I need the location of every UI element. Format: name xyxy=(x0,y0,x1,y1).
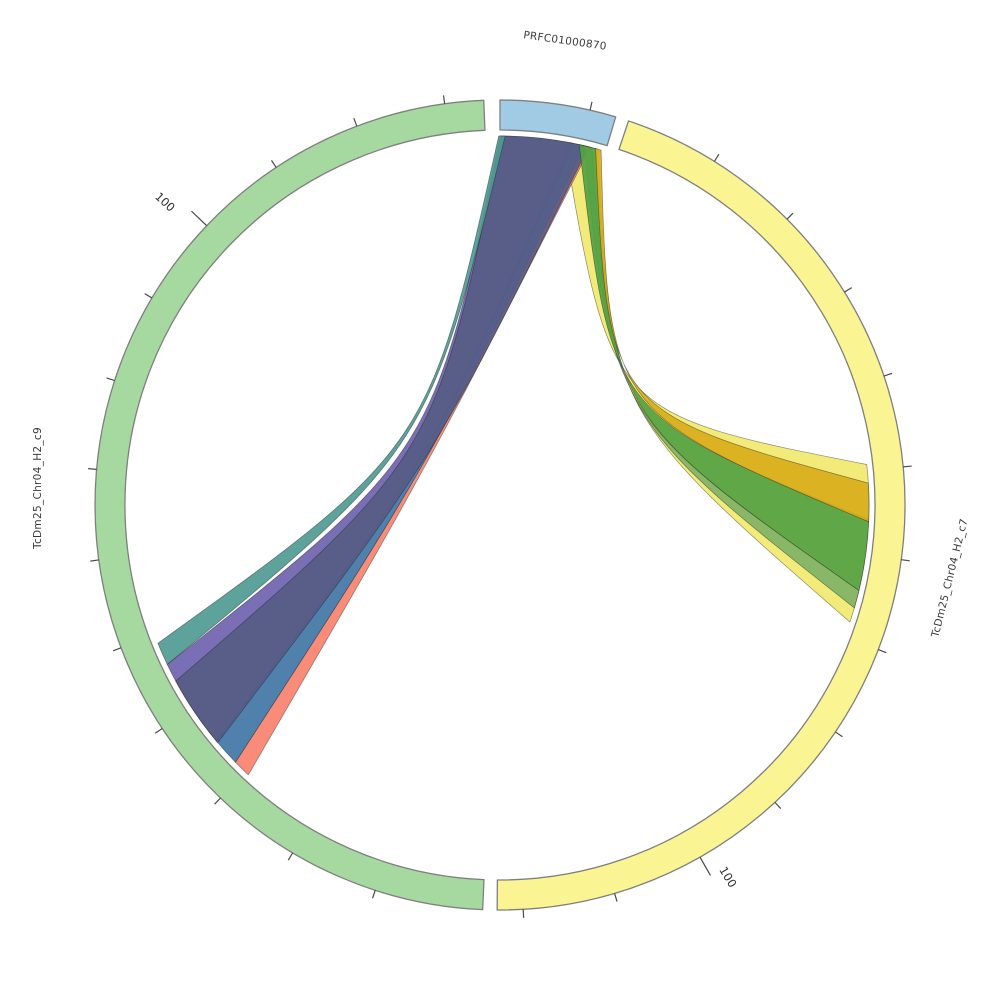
tick-TcDm25_Chr04_H2_c9 xyxy=(88,468,97,470)
segment-arc-TcDm25_Chr04_H2_c7 xyxy=(496,120,906,911)
tick-TcDm25_Chr04_H2_c9 xyxy=(353,117,358,127)
tick-TcDm25_Chr04_H2_c7 xyxy=(878,649,887,654)
major-tick-TcDm25_Chr04_H2_c9 xyxy=(191,210,208,227)
tick-label-TcDm25_Chr04_H2_c9: 100 xyxy=(152,189,178,214)
ribbon-teal xyxy=(157,135,506,665)
tick-TcDm25_Chr04_H2_c7 xyxy=(883,372,893,377)
tick-TcDm25_Chr04_H2_c9 xyxy=(112,647,122,652)
tick-TcDm25_Chr04_H2_c7 xyxy=(844,287,853,293)
ribbon-goldenrod xyxy=(595,148,870,523)
segment-label-TcDm25_Chr04_H2_c7: TcDm25_Chr04_H2_c7 xyxy=(929,517,970,639)
tick-TcDm25_Chr04_H2_c9 xyxy=(154,728,163,734)
ribbon-slate xyxy=(175,135,590,744)
tick-TcDm25_Chr04_H2_c9 xyxy=(287,852,294,861)
tick-TcDm25_Chr04_H2_c9 xyxy=(144,293,153,299)
tick-TcDm25_Chr04_H2_c7 xyxy=(786,212,794,220)
segment-label-PRFC01000870: PRFC01000870 xyxy=(523,29,608,53)
tick-TcDm25_Chr04_H2_c9 xyxy=(214,797,221,805)
tick-TcDm25_Chr04_H2_c9 xyxy=(90,559,99,562)
major-tick-TcDm25_Chr04_H2_c7 xyxy=(699,856,711,876)
segment-label-TcDm25_Chr04_H2_c9: TcDm25_Chr04_H2_c9 xyxy=(32,427,44,550)
segment-arc-PRFC01000870 xyxy=(499,99,617,147)
tick-TcDm25_Chr04_H2_c7 xyxy=(901,559,910,562)
segment-arc-TcDm25_Chr04_H2_c9 xyxy=(94,99,486,911)
ribbon-green xyxy=(578,144,870,592)
tick-TcDm25_Chr04_H2_c7 xyxy=(903,465,912,468)
tick-TcDm25_Chr04_H2_c9 xyxy=(270,160,277,168)
tick-TcDm25_Chr04_H2_c9 xyxy=(106,377,115,382)
tick-TcDm25_Chr04_H2_c7 xyxy=(614,893,618,902)
tick-PRFC01000870 xyxy=(589,101,593,111)
tick-TcDm25_Chr04_H2_c7 xyxy=(835,731,843,738)
tick-label-TcDm25_Chr04_H2_c7: 100 xyxy=(716,864,739,890)
tick-TcDm25_Chr04_H2_c9 xyxy=(371,890,376,899)
tick-TcDm25_Chr04_H2_c9 xyxy=(442,95,446,104)
tick-TcDm25_Chr04_H2_c7 xyxy=(713,153,720,162)
tick-TcDm25_Chr04_H2_c7 xyxy=(774,801,782,809)
